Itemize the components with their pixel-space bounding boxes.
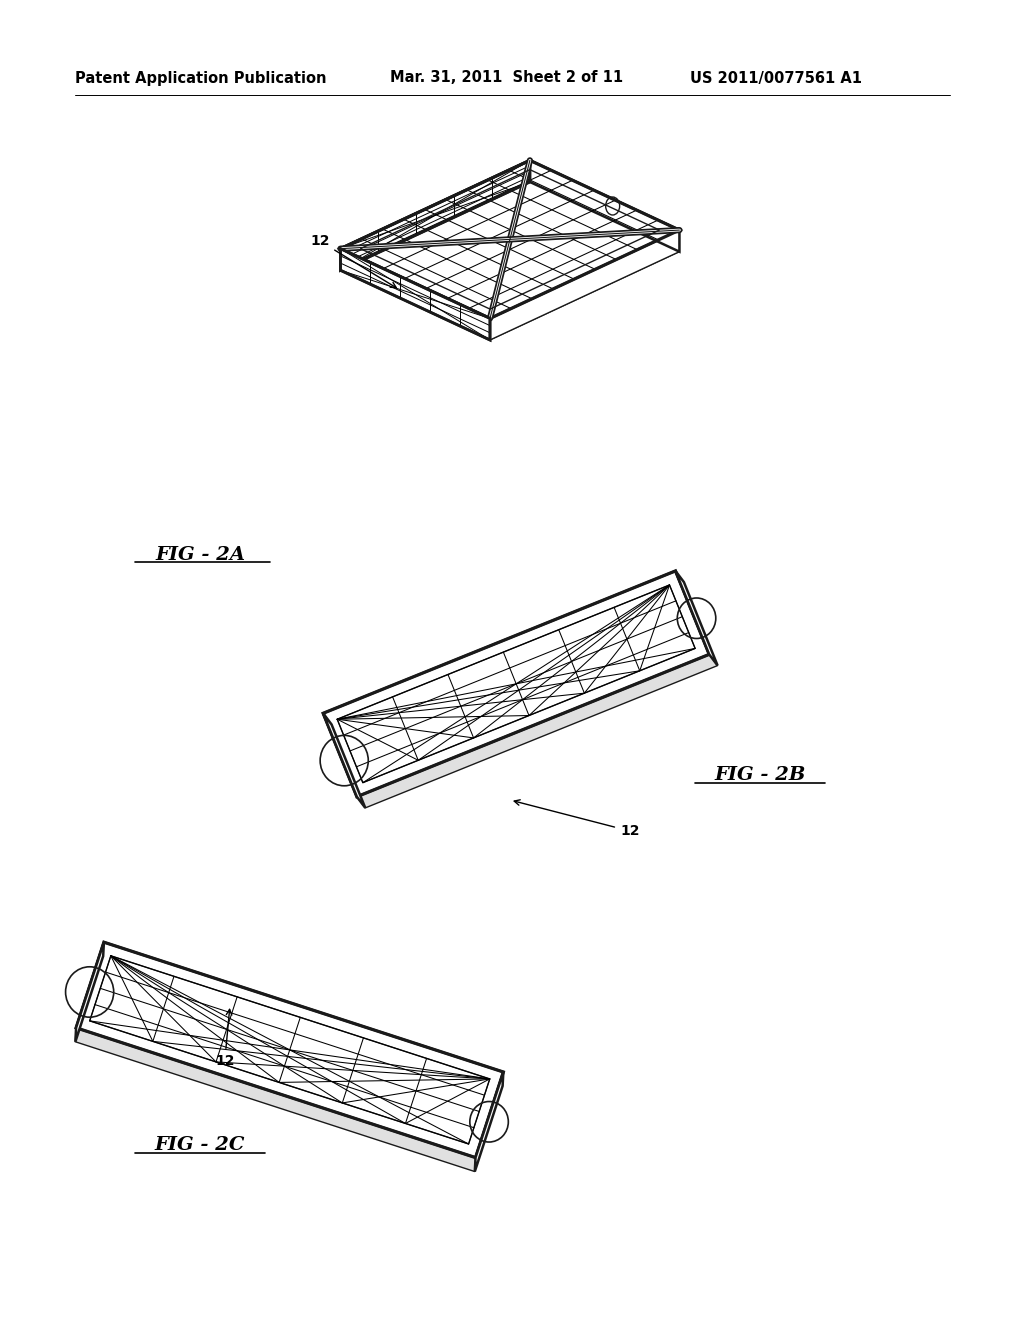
Polygon shape <box>76 942 103 1041</box>
Text: Mar. 31, 2011  Sheet 2 of 11: Mar. 31, 2011 Sheet 2 of 11 <box>390 70 624 86</box>
Text: Patent Application Publication: Patent Application Publication <box>75 70 327 86</box>
Polygon shape <box>324 572 710 797</box>
Polygon shape <box>529 160 679 252</box>
Text: FIG - 2A: FIG - 2A <box>155 546 245 564</box>
Polygon shape <box>76 1028 475 1172</box>
Text: 12: 12 <box>310 234 396 288</box>
Polygon shape <box>90 956 489 1144</box>
Polygon shape <box>356 655 718 808</box>
Polygon shape <box>475 1072 504 1172</box>
Polygon shape <box>337 585 695 783</box>
Polygon shape <box>76 942 504 1158</box>
Polygon shape <box>340 248 490 341</box>
Polygon shape <box>340 160 679 318</box>
Polygon shape <box>490 230 679 341</box>
Text: FIG - 2B: FIG - 2B <box>715 766 806 784</box>
Polygon shape <box>676 572 718 665</box>
Text: FIG - 2C: FIG - 2C <box>155 1137 245 1154</box>
Text: 12: 12 <box>215 1010 234 1068</box>
Polygon shape <box>340 182 679 341</box>
Text: 12: 12 <box>514 800 640 838</box>
Polygon shape <box>340 160 529 271</box>
Text: US 2011/0077561 A1: US 2011/0077561 A1 <box>690 70 862 86</box>
Polygon shape <box>324 713 366 808</box>
